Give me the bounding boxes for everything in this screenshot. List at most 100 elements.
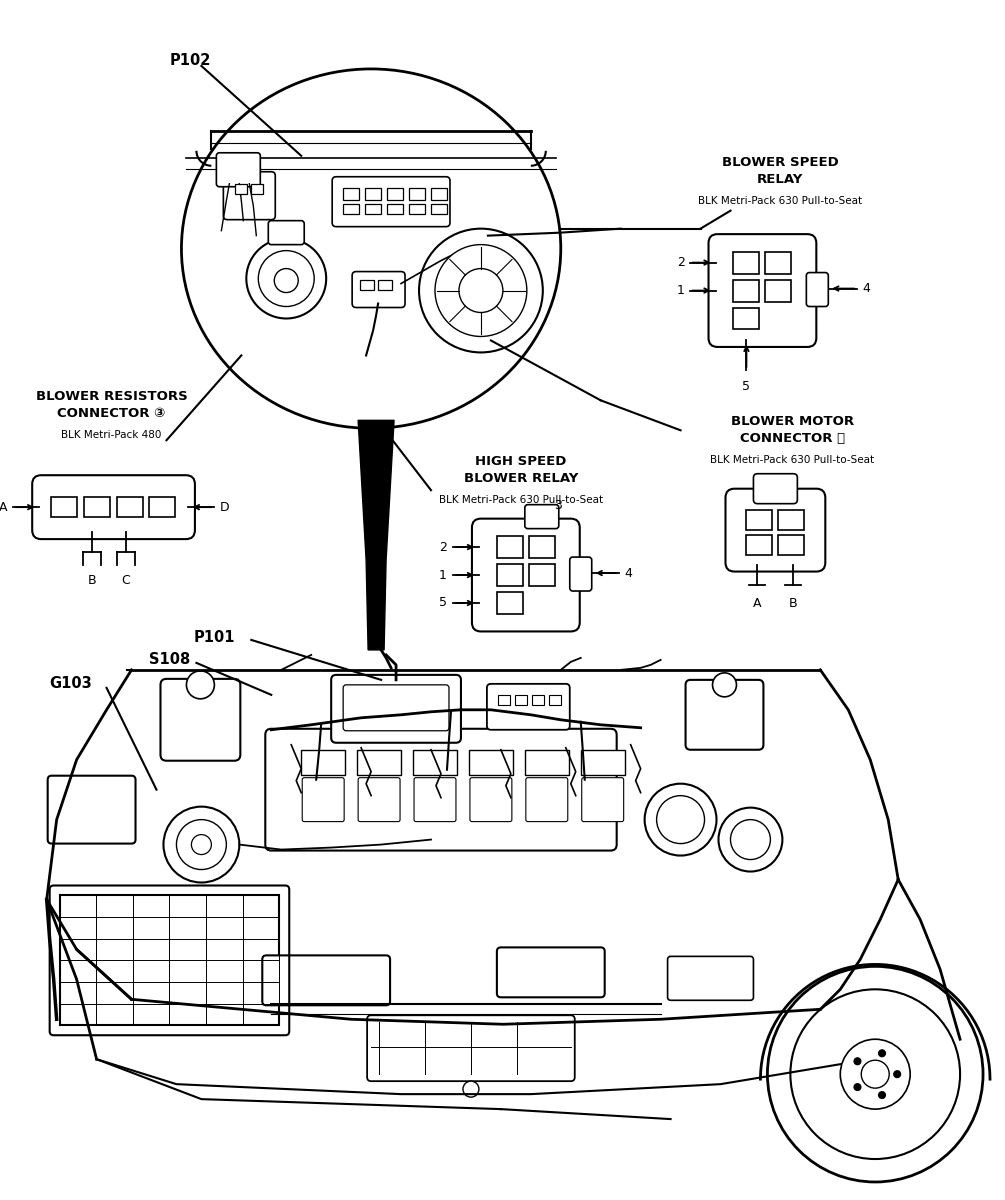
Text: B: B (87, 574, 95, 587)
Text: BLOWER RESISTORS
CONNECTOR ③: BLOWER RESISTORS CONNECTOR ③ (36, 390, 188, 420)
FancyBboxPatch shape (496, 947, 605, 997)
Text: BLK Metri-Pack 630 Pull-to-Seat: BLK Metri-Pack 630 Pull-to-Seat (698, 196, 862, 205)
Text: BLOWER MOTOR
CONNECTOR ⓤ: BLOWER MOTOR CONNECTOR ⓤ (731, 415, 854, 445)
Circle shape (187, 671, 214, 698)
Bar (360, 280, 374, 289)
Bar (251, 184, 263, 193)
FancyBboxPatch shape (223, 172, 275, 220)
FancyBboxPatch shape (806, 272, 828, 306)
Circle shape (840, 1039, 911, 1109)
FancyBboxPatch shape (47, 775, 136, 844)
Circle shape (713, 673, 737, 697)
Bar (549, 695, 561, 704)
Bar (365, 204, 381, 214)
Circle shape (790, 989, 960, 1159)
Bar (387, 204, 403, 214)
Text: A: A (0, 500, 7, 514)
Bar (357, 750, 401, 775)
Bar (409, 204, 425, 214)
Circle shape (419, 229, 543, 353)
FancyBboxPatch shape (32, 475, 195, 539)
FancyBboxPatch shape (414, 778, 456, 822)
FancyBboxPatch shape (262, 955, 390, 1006)
Bar (387, 187, 403, 199)
Bar (734, 307, 760, 330)
Bar (747, 535, 773, 556)
Bar (83, 497, 110, 517)
Circle shape (656, 796, 705, 844)
Bar (235, 184, 247, 193)
Text: S108: S108 (150, 652, 191, 667)
Bar (409, 187, 425, 199)
Text: P101: P101 (193, 630, 235, 644)
FancyBboxPatch shape (525, 505, 559, 529)
Circle shape (274, 269, 298, 293)
Circle shape (854, 1057, 861, 1064)
Circle shape (719, 808, 782, 871)
Bar (766, 280, 791, 301)
Bar (532, 695, 544, 704)
Ellipse shape (182, 68, 561, 428)
Circle shape (854, 1084, 861, 1091)
Bar (496, 592, 523, 614)
Text: BLK Metri-Pack 480: BLK Metri-Pack 480 (61, 431, 162, 440)
Text: BLK Metri-Pack 630 Pull-to-Seat: BLK Metri-Pack 630 Pull-to-Seat (711, 455, 874, 466)
Text: P102: P102 (170, 53, 211, 68)
Text: 1: 1 (676, 284, 684, 298)
FancyBboxPatch shape (352, 271, 405, 307)
Bar (365, 187, 381, 199)
FancyBboxPatch shape (358, 778, 400, 822)
FancyBboxPatch shape (526, 778, 568, 822)
Bar (529, 564, 555, 586)
FancyBboxPatch shape (582, 778, 624, 822)
Circle shape (878, 1050, 885, 1057)
Text: BLOWER SPEED
RELAY: BLOWER SPEED RELAY (722, 156, 839, 186)
Bar (117, 497, 143, 517)
Text: D: D (220, 500, 229, 514)
Text: 4: 4 (625, 566, 632, 580)
Text: HIGH SPEED
BLOWER RELAY: HIGH SPEED BLOWER RELAY (463, 455, 578, 485)
Bar (525, 750, 569, 775)
FancyBboxPatch shape (754, 474, 797, 504)
FancyBboxPatch shape (470, 778, 512, 822)
Circle shape (768, 966, 983, 1182)
Text: C: C (122, 574, 130, 587)
FancyBboxPatch shape (216, 152, 260, 187)
FancyBboxPatch shape (486, 684, 570, 730)
Circle shape (246, 239, 327, 318)
FancyBboxPatch shape (709, 234, 816, 347)
Bar (343, 204, 359, 214)
Bar (581, 750, 625, 775)
Bar (343, 187, 359, 199)
Text: 2: 2 (439, 540, 447, 553)
Bar (50, 497, 76, 517)
Text: G103: G103 (49, 676, 92, 691)
Circle shape (731, 820, 771, 859)
Circle shape (893, 1070, 900, 1078)
Circle shape (164, 806, 239, 882)
Bar (413, 750, 457, 775)
FancyBboxPatch shape (333, 176, 450, 227)
Bar (150, 497, 176, 517)
Circle shape (435, 245, 527, 336)
Circle shape (191, 834, 211, 854)
Text: 2: 2 (676, 256, 684, 269)
Bar (59, 895, 279, 1025)
Bar (469, 750, 513, 775)
Text: B: B (789, 596, 798, 610)
Circle shape (459, 269, 502, 312)
Polygon shape (358, 420, 394, 650)
Bar (496, 564, 523, 586)
Text: 4: 4 (862, 282, 870, 295)
FancyBboxPatch shape (265, 728, 617, 851)
Circle shape (177, 820, 226, 870)
Text: A: A (753, 596, 762, 610)
Circle shape (861, 1060, 889, 1088)
FancyBboxPatch shape (570, 557, 592, 592)
Bar (779, 535, 804, 556)
Bar (734, 252, 760, 274)
Bar (766, 252, 791, 274)
FancyBboxPatch shape (343, 685, 449, 731)
Circle shape (258, 251, 315, 306)
Text: BLK Metri-Pack 630 Pull-to-Seat: BLK Metri-Pack 630 Pull-to-Seat (439, 496, 603, 505)
